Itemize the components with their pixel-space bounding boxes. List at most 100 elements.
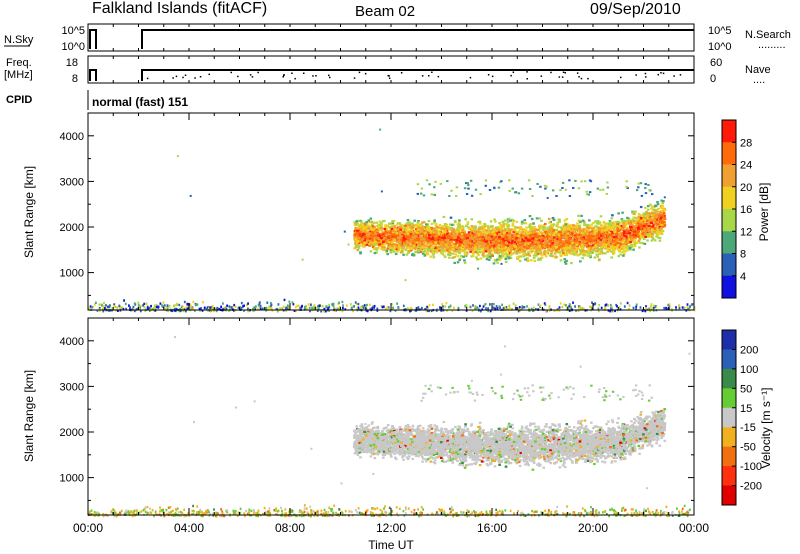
echo-point bbox=[512, 219, 515, 222]
echo-point bbox=[390, 225, 394, 228]
echo-point bbox=[440, 245, 443, 248]
echo-point bbox=[435, 247, 439, 250]
echo-point bbox=[519, 251, 523, 254]
echo-point bbox=[456, 255, 460, 258]
echo-point bbox=[593, 256, 597, 259]
echo-point bbox=[629, 248, 632, 251]
echo-point bbox=[540, 219, 543, 222]
echo-point bbox=[390, 239, 394, 242]
echo-point bbox=[392, 247, 396, 250]
echo-point bbox=[577, 238, 581, 242]
echo-point bbox=[652, 213, 655, 216]
echo-point bbox=[623, 241, 627, 244]
nave-dot bbox=[388, 77, 391, 79]
echo-point bbox=[538, 243, 542, 246]
echo-point bbox=[567, 241, 571, 244]
echo-point bbox=[534, 253, 537, 256]
echo-point bbox=[474, 233, 477, 236]
echo-point bbox=[550, 254, 553, 257]
echo-point bbox=[495, 230, 498, 233]
echo-point bbox=[574, 252, 577, 255]
echo-point bbox=[411, 246, 415, 249]
echo-point bbox=[550, 246, 553, 249]
echo-point bbox=[505, 256, 509, 259]
echo-point bbox=[561, 239, 565, 243]
echo-point bbox=[551, 242, 554, 245]
echo-point bbox=[524, 234, 528, 237]
nave-dot bbox=[673, 75, 675, 77]
echo-point bbox=[505, 232, 508, 235]
nave-dot bbox=[491, 75, 494, 78]
echo-point bbox=[653, 239, 657, 242]
echo-point bbox=[505, 233, 508, 237]
echo-point bbox=[641, 232, 645, 235]
echo-point bbox=[436, 231, 439, 234]
echo-point bbox=[375, 251, 378, 254]
echo-point bbox=[444, 232, 447, 235]
echo-point bbox=[387, 241, 391, 244]
echo-point bbox=[547, 236, 551, 240]
echo-point bbox=[506, 235, 510, 238]
echo-point bbox=[440, 227, 443, 230]
echo-point bbox=[481, 245, 484, 248]
echo-point bbox=[365, 239, 369, 242]
echo-point bbox=[388, 239, 392, 242]
echo-point bbox=[397, 249, 401, 252]
nave-dot bbox=[251, 76, 254, 78]
echo-point bbox=[454, 234, 458, 237]
echo-point bbox=[361, 245, 365, 248]
echo-point bbox=[409, 231, 413, 234]
nave-dot bbox=[512, 71, 515, 73]
echo-point bbox=[569, 239, 573, 242]
echo-point bbox=[399, 246, 402, 249]
echo-point bbox=[624, 236, 628, 239]
echo-point bbox=[395, 248, 399, 251]
echo-point bbox=[408, 241, 411, 244]
echo-point bbox=[405, 237, 409, 240]
echo-point bbox=[497, 229, 501, 232]
echo-point bbox=[552, 233, 555, 236]
echo-point bbox=[412, 224, 415, 227]
echo-point bbox=[418, 248, 421, 251]
echo-point bbox=[354, 226, 358, 229]
echo-point bbox=[568, 246, 572, 249]
echo-point bbox=[492, 262, 496, 265]
echo-point bbox=[581, 230, 585, 233]
echo-point bbox=[385, 228, 388, 231]
echo-point bbox=[453, 261, 456, 264]
echo-point bbox=[599, 236, 602, 239]
echo-point bbox=[555, 234, 558, 237]
echo-point bbox=[611, 252, 615, 255]
echo-point bbox=[649, 220, 653, 223]
echo-point bbox=[524, 240, 528, 244]
echo-point bbox=[622, 252, 626, 256]
echo-point bbox=[442, 242, 446, 245]
echo-point bbox=[465, 224, 468, 227]
nave-dot bbox=[576, 72, 579, 74]
echo-point bbox=[511, 237, 515, 241]
echo-point bbox=[583, 222, 586, 225]
echo-point bbox=[384, 224, 387, 227]
echo-point bbox=[383, 219, 386, 223]
echo-point bbox=[423, 229, 426, 233]
echo-point bbox=[487, 235, 491, 238]
echo-point bbox=[637, 239, 641, 242]
echo-point bbox=[597, 239, 600, 242]
echo-point bbox=[593, 245, 597, 248]
echo-point bbox=[660, 211, 664, 214]
echo-point bbox=[625, 230, 629, 233]
echo-point bbox=[483, 222, 486, 226]
echo-point bbox=[505, 223, 508, 226]
echo-point bbox=[642, 218, 645, 221]
echo-point bbox=[498, 233, 501, 236]
freq-rtick-bottom: 0 bbox=[710, 73, 716, 85]
echo-point bbox=[524, 248, 528, 251]
echo-point bbox=[560, 226, 563, 229]
echo-point bbox=[537, 229, 540, 232]
echo-point bbox=[612, 244, 615, 247]
echo-point bbox=[456, 226, 460, 229]
echo-point bbox=[504, 236, 507, 239]
echo-point bbox=[567, 234, 570, 237]
echo-point bbox=[639, 205, 643, 209]
echo-point bbox=[597, 248, 601, 251]
